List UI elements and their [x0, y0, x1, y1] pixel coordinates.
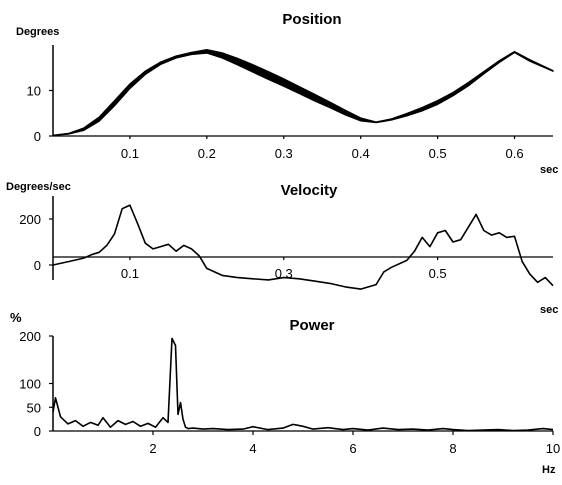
velocity-y-unit: Degrees/sec	[6, 181, 71, 193]
power-y-ticks: 0 50 100 200	[19, 329, 53, 439]
power-trace	[52, 337, 554, 432]
position-title: Position	[282, 11, 341, 28]
position-trace	[52, 48, 554, 137]
y-tick-label: 200	[19, 329, 41, 344]
x-tick-label: 2	[149, 441, 156, 456]
power-title: Power	[289, 317, 334, 334]
velocity-x-ticks: 0.1 0.3 0.5	[121, 257, 447, 281]
x-tick-label: 0.2	[198, 146, 216, 161]
x-tick-label: 6	[349, 441, 356, 456]
x-tick-label: 10	[546, 441, 560, 456]
x-tick-label: 0.5	[429, 146, 447, 161]
x-tick-label: 0.4	[352, 146, 370, 161]
x-tick-label: 0.3	[275, 146, 293, 161]
y-tick-label: 10	[27, 84, 41, 99]
y-tick-label: 0	[34, 424, 41, 439]
velocity-x-unit: sec	[540, 304, 558, 316]
x-tick-label: 0.5	[429, 266, 447, 281]
position-panel: Position Degrees sec 0.1 0.2 0.3 0.4 0.5 0.6 …	[16, 11, 558, 176]
power-x-unit: Hz	[542, 464, 556, 476]
x-tick-label: 0.1	[121, 146, 139, 161]
velocity-title: Velocity	[281, 182, 338, 199]
velocity-y-ticks: 0 200	[19, 212, 53, 273]
y-tick-label: 200	[19, 212, 41, 227]
y-tick-label: 100	[19, 377, 41, 392]
power-panel: Power % Hz 2 4 6 8 10 0 50 100 200	[10, 310, 560, 476]
x-tick-label: 4	[249, 441, 256, 456]
y-tick-label: 50	[27, 400, 41, 415]
power-x-ticks: 2 4 6 8 10	[149, 431, 560, 456]
position-x-ticks: 0.1 0.2 0.3 0.4 0.5 0.6	[121, 136, 524, 161]
y-tick-label: 0	[34, 129, 41, 144]
y-tick-label: 0	[34, 258, 41, 273]
x-tick-label: 0.1	[121, 266, 139, 281]
velocity-trace	[52, 204, 554, 290]
position-x-unit: sec	[540, 164, 558, 176]
position-y-unit: Degrees	[16, 26, 59, 38]
position-y-ticks: 0 10	[27, 84, 53, 144]
power-y-unit: %	[10, 310, 22, 325]
velocity-panel: Velocity Degrees/sec sec 0.1 0.3 0.5 0 200	[6, 181, 558, 316]
x-tick-label: 0.6	[505, 146, 523, 161]
x-tick-label: 8	[449, 441, 456, 456]
